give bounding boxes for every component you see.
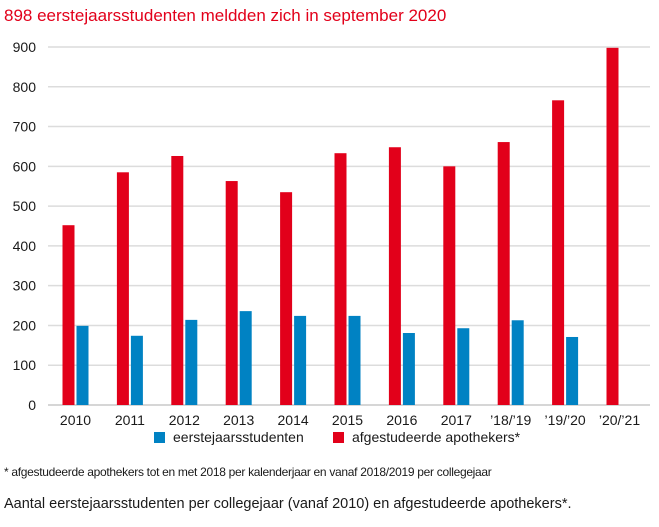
caption: Aantal eerstejaarsstudenten per collegej… [4,496,572,512]
bar-afgestudeerde-apothekers [171,155,184,405]
y-tick-label: 200 [13,317,37,333]
bar-afgestudeerde-apothekers [334,153,347,405]
bar-eerstejaarsstudenten [130,335,143,405]
x-tick-label: 2015 [332,412,363,428]
y-tick-label: 100 [13,357,37,373]
legend-item-afgestudeerde-apothekers: afgestudeerde apothekers* [333,429,520,445]
x-tick-label: 2017 [441,412,472,428]
bar-eerstejaarsstudenten [294,315,307,405]
x-tick-label: 2013 [223,412,254,428]
y-tick-label: 700 [13,119,37,135]
legend-swatch-red [333,431,344,443]
bar-afgestudeerde-apothekers [62,225,75,405]
bar-afgestudeerde-apothekers [606,47,619,405]
bar-eerstejaarsstudenten [348,315,361,405]
x-tick-label: 2011 [115,412,145,428]
y-tick-label: 0 [28,397,36,413]
legend-label: afgestudeerde apothekers* [352,429,521,445]
legend-swatch-blue [154,431,165,443]
x-axis-ticks: 2010 2011 2012 2013 2014 2015 2016 2017 ’18/’19 ’… [60,412,640,428]
y-tick-label: 300 [13,278,37,294]
legend-item-eerstejaarsstudenten: eerstejaarsstudenten [154,429,304,445]
legend-label: eerstejaarsstudenten [173,429,304,445]
bar-eerstejaarsstudenten [511,320,524,405]
bar-afgestudeerde-apothekers [388,147,401,406]
bar-eerstejaarsstudenten [402,333,415,405]
bar-afgestudeerde-apothekers [443,166,456,405]
bar-eerstejaarsstudenten [566,336,579,405]
bars [62,47,619,406]
chart-title: 898 eerstejaarsstudenten meldden zich in… [4,6,447,25]
bar-eerstejaarsstudenten [457,328,470,405]
bar-afgestudeerde-apothekers [225,181,238,405]
y-tick-label: 500 [13,198,37,214]
bar-eerstejaarsstudenten [185,319,198,405]
x-tick-label: 2014 [278,412,309,428]
bar-afgestudeerde-apothekers [552,100,565,406]
bar-eerstejaarsstudenten [76,325,89,405]
x-tick-label: 2016 [386,412,417,428]
y-axis-ticks: 0 100 200 300 400 500 600 700 800 900 [13,39,37,413]
x-tick-label: ’19/’20 [544,412,585,428]
y-tick-label: 600 [13,158,37,174]
x-tick-label: 2010 [60,412,91,428]
footnote: * afgestudeerde apothekers tot en met 20… [4,465,492,479]
bar-afgestudeerde-apothekers [116,172,129,405]
bar-eerstejaarsstudenten [239,311,252,405]
x-tick-label: ’18/’19 [490,412,531,428]
x-tick-label: ’20/’21 [599,412,640,428]
y-tick-label: 900 [13,39,37,55]
x-tick-label: 2012 [169,412,200,428]
y-tick-label: 800 [13,79,37,95]
bar-afgestudeerde-apothekers [497,142,510,405]
bar-afgestudeerde-apothekers [280,192,293,405]
y-tick-label: 400 [13,238,37,254]
